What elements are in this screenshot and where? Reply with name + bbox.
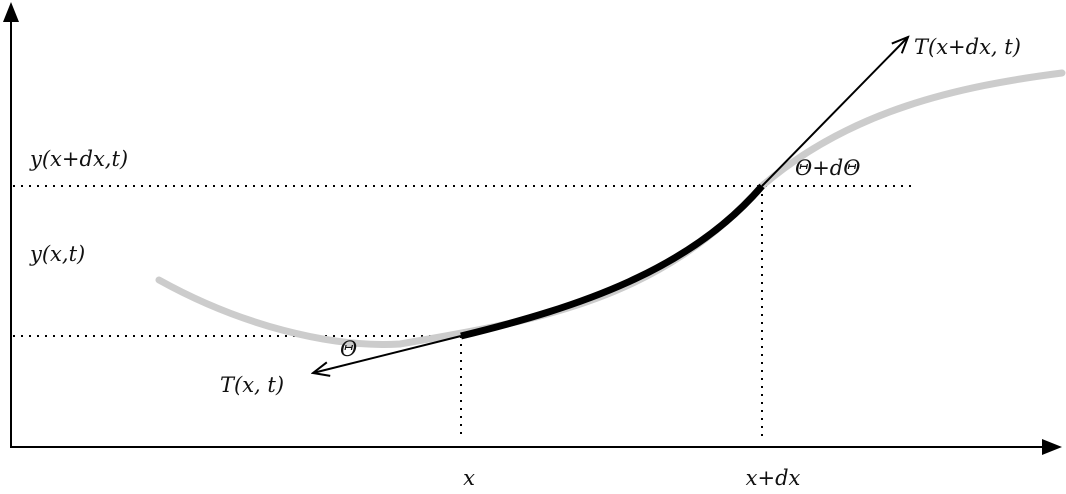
guide-lines: [13, 185, 912, 440]
label-x: x: [463, 466, 475, 490]
label-angle-right: Θ+dΘ: [795, 156, 860, 180]
label-tension-right: T(x+dx, t): [914, 35, 1021, 59]
label-x-dx: x+dx: [746, 466, 801, 490]
label-y-upper: y(x+dx,t): [29, 147, 128, 171]
label-tension-left: T(x, t): [220, 373, 284, 397]
axes: [3, 2, 1062, 455]
tension-arrow-left: [313, 335, 462, 373]
label-angle-left: Θ: [340, 337, 357, 361]
y-axis-arrowhead: [3, 2, 19, 22]
x-axis-arrowhead: [1042, 439, 1062, 455]
tension-arrow-right: [761, 37, 908, 187]
string-segment: [460, 183, 765, 340]
label-y-lower: y(x,t): [29, 242, 85, 266]
string-curve: [155, 69, 1066, 348]
